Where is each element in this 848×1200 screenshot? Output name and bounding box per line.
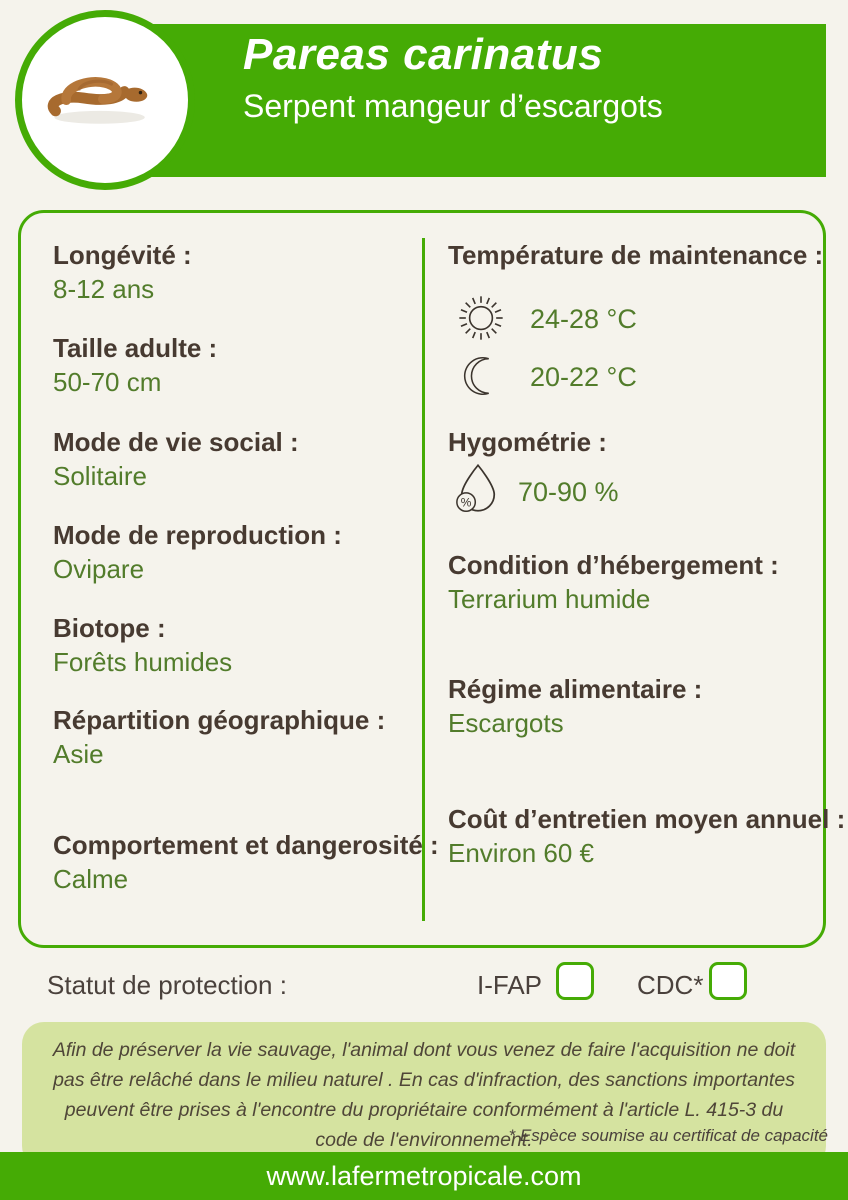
field-label-temperature: Température de maintenance : xyxy=(448,240,824,270)
field-value-housing: Terrarium humide xyxy=(448,584,651,614)
column-divider xyxy=(422,238,425,921)
field-label-social-mode: Mode de vie social : xyxy=(53,427,299,457)
field-value-social-mode: Solitaire xyxy=(53,461,147,491)
field-value-annual-cost: Environ 60 € xyxy=(448,838,594,868)
capacity-certificate-footnote: * Espèce soumise au certificat de capaci… xyxy=(508,1126,828,1145)
info-card xyxy=(18,210,826,948)
hygrometry-value: 70-90 % xyxy=(518,477,619,507)
website-link[interactable]: www.lafermetropicale.com xyxy=(266,1161,582,1191)
cdc-label: CDC* xyxy=(637,970,704,1000)
field-value-diet: Escargots xyxy=(448,708,564,738)
protection-status-label: Statut de protection : xyxy=(47,970,287,1000)
field-label-diet: Régime alimentaire : xyxy=(448,674,703,704)
droplet-percent-icon: % xyxy=(452,462,504,514)
species-title: Pareas carinatus xyxy=(243,30,604,79)
field-value-longevity: 8-12 ans xyxy=(53,274,155,304)
field-value-behavior: Calme xyxy=(53,864,129,894)
footer-band: www.lafermetropicale.com xyxy=(0,1152,848,1200)
moon-icon xyxy=(459,353,505,399)
ifap-label: I-FAP xyxy=(477,970,543,1000)
field-label-housing: Condition d’hébergement : xyxy=(448,550,779,580)
field-label-reproduction: Mode de reproduction : xyxy=(53,520,342,550)
field-value-adult-size: 50-70 cm xyxy=(53,367,162,397)
field-label-behavior: Comportement et dangerosité : xyxy=(53,830,439,860)
field-value-reproduction: Ovipare xyxy=(53,554,145,584)
field-value-geographic-range: Asie xyxy=(53,739,104,769)
photo-circle xyxy=(15,10,195,190)
header-band xyxy=(100,24,826,177)
field-label-annual-cost: Coût d’entretien moyen annuel : xyxy=(448,804,846,834)
cdc-checkbox[interactable] xyxy=(709,962,747,1000)
snake-photo xyxy=(40,55,170,146)
field-label-hygrometry: Hygométrie : xyxy=(448,427,607,457)
field-label-adult-size: Taille adulte : xyxy=(53,333,218,363)
sun-icon xyxy=(455,292,507,344)
field-label-longevity: Longévité : xyxy=(53,240,192,270)
percent-glyph: % xyxy=(461,495,472,509)
species-subtitle: Serpent mangeur d’escargots xyxy=(243,88,663,124)
field-value-biotope: Forêts humides xyxy=(53,647,233,677)
field-label-geographic-range: Répartition géographique : xyxy=(53,705,386,735)
wildlife-notice: Afin de préserver la vie sauvage, l'anim… xyxy=(22,1022,826,1168)
field-label-biotope: Biotope : xyxy=(53,613,166,643)
ifap-checkbox[interactable] xyxy=(556,962,594,1000)
day-temperature-value: 24-28 °C xyxy=(530,304,637,334)
night-temperature-value: 20-22 °C xyxy=(530,362,637,392)
